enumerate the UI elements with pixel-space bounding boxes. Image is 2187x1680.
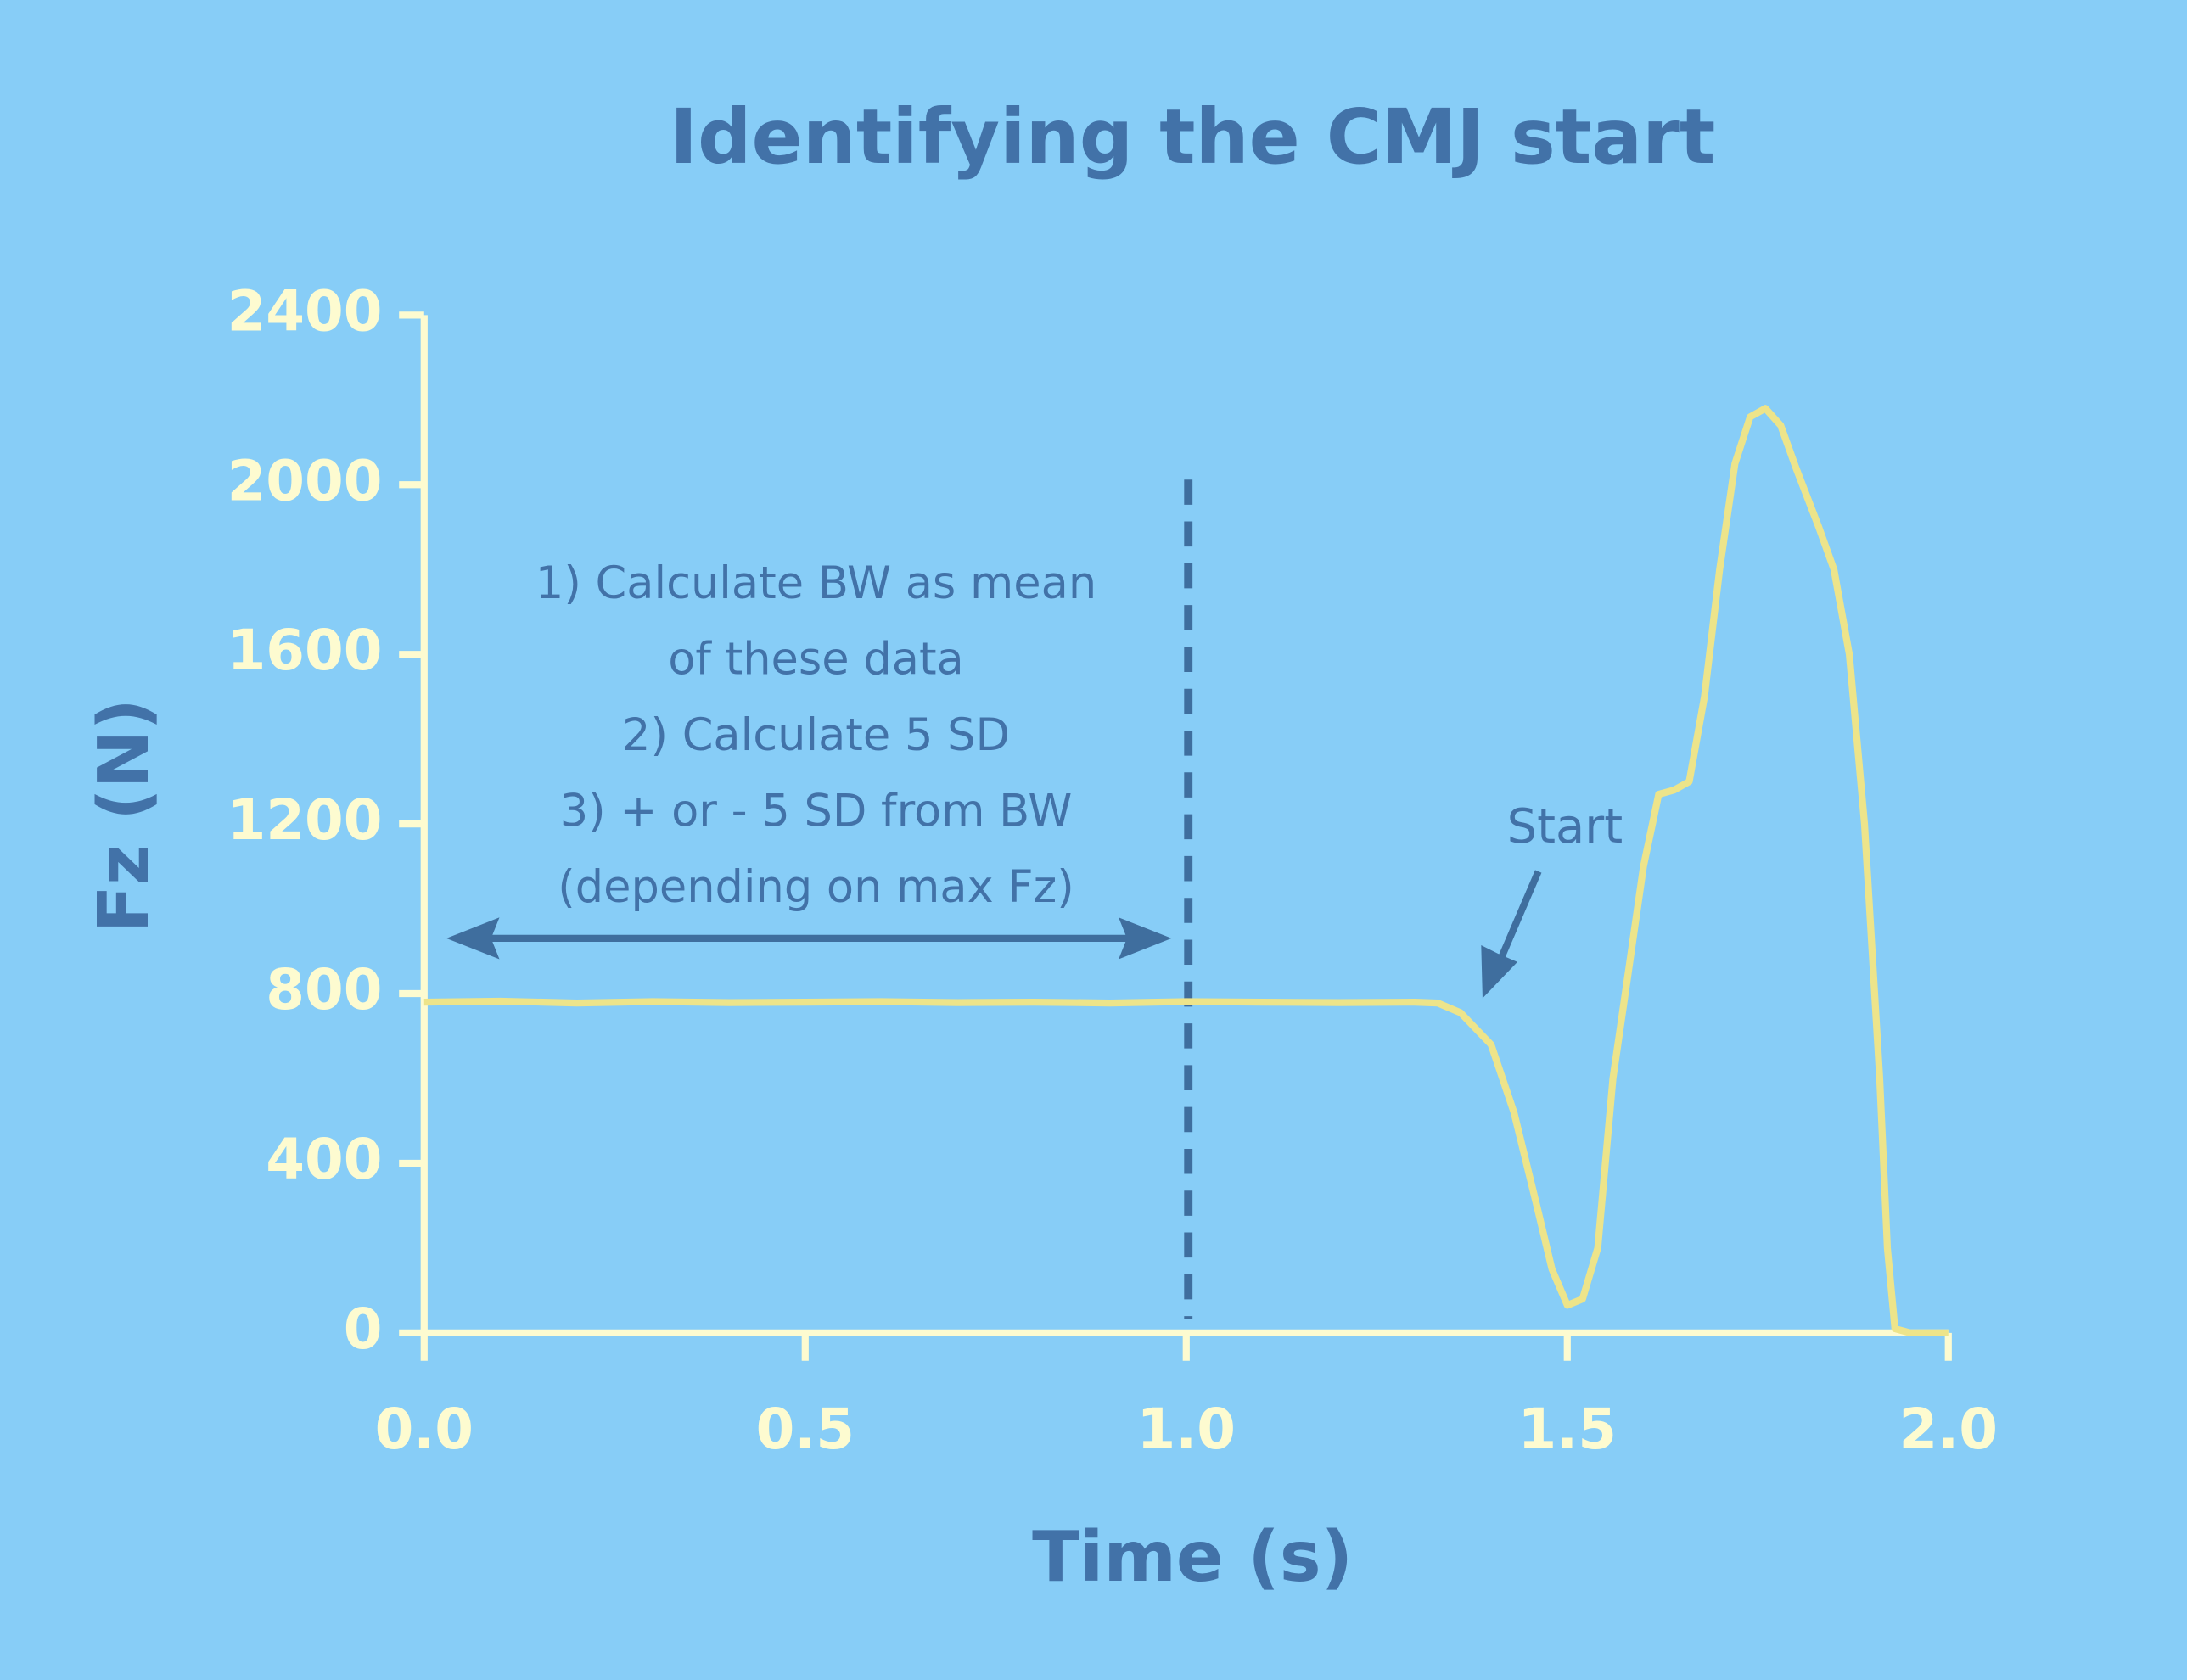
data-line xyxy=(423,405,1949,1336)
x-axis-label: Time (s) xyxy=(1032,1517,1353,1598)
annotation-line: of these data xyxy=(668,633,964,685)
annotation-line: 1) Calculate BW as mean xyxy=(536,557,1096,609)
y-tick-label: 800 xyxy=(266,958,382,1022)
x-tick-label: 1.5 xyxy=(1518,1397,1617,1462)
y-tick-label: 2000 xyxy=(227,449,383,513)
y-tick-label: 2400 xyxy=(227,279,383,344)
y-tick-label: 1600 xyxy=(227,619,383,683)
y-tick-label: 1200 xyxy=(227,788,383,853)
arrows xyxy=(446,870,1542,999)
y-tick-label: 400 xyxy=(266,1128,382,1192)
y-axis-label: Fz (N) xyxy=(84,698,165,932)
chart-title: Identifying the CMJ start xyxy=(670,93,1715,181)
x-tick-label: 0.5 xyxy=(756,1397,855,1462)
x-tick-label: 0.0 xyxy=(375,1397,474,1462)
annotation-line: (depending on max Fz) xyxy=(558,861,1074,913)
x-tick-label: 1.0 xyxy=(1137,1397,1236,1462)
annotation-line: 2) Calculate 5 SD xyxy=(622,709,1010,761)
y-tick-label: 0 xyxy=(344,1297,383,1362)
x-tick-label: 2.0 xyxy=(1899,1397,1998,1462)
start-label: Start xyxy=(1507,799,1623,854)
annotation: 1) Calculate BW as mean of these data 2) C… xyxy=(536,557,1096,913)
annotation-line: 3) + or - 5 SD from BW xyxy=(560,785,1073,837)
